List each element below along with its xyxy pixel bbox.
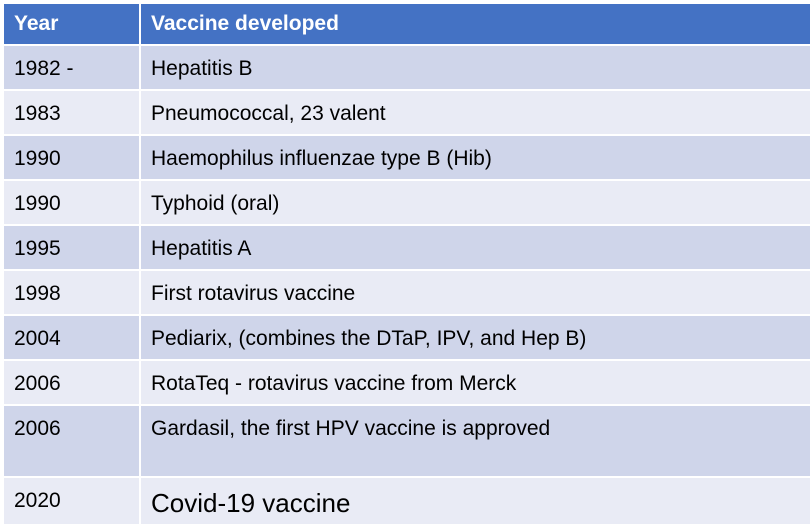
table-row: 1983 Pneumococcal, 23 valent — [4, 89, 810, 134]
table-row: 2006 Gardasil, the first HPV vaccine is … — [4, 404, 810, 476]
header-year: Year — [4, 4, 139, 44]
table-header-row: Year Vaccine developed — [4, 4, 810, 44]
year-cell: 1998 — [4, 271, 139, 314]
vaccine-cell: RotaTeq - rotavirus vaccine from Merck — [139, 361, 810, 404]
vaccine-cell: Gardasil, the first HPV vaccine is appro… — [139, 406, 810, 476]
vaccine-cell: Pediarix, (combines the DTaP, IPV, and H… — [139, 316, 810, 359]
year-cell: 2006 — [4, 361, 139, 404]
vaccine-cell: Pneumococcal, 23 valent — [139, 91, 810, 134]
header-vaccine: Vaccine developed — [139, 4, 810, 44]
vaccine-cell: Hepatitis A — [139, 226, 810, 269]
year-cell: 1990 — [4, 181, 139, 224]
year-cell: 1990 — [4, 136, 139, 179]
year-cell: 2004 — [4, 316, 139, 359]
table-row: 2006 RotaTeq - rotavirus vaccine from Me… — [4, 359, 810, 404]
table-row: 2004 Pediarix, (combines the DTaP, IPV, … — [4, 314, 810, 359]
table-row: 1998 First rotavirus vaccine — [4, 269, 810, 314]
vaccine-cell: First rotavirus vaccine — [139, 271, 810, 314]
table-row: 1995 Hepatitis A — [4, 224, 810, 269]
year-cell: 2020 — [4, 478, 139, 524]
table-row: 1982 - Hepatitis B — [4, 44, 810, 89]
vaccine-cell: Typhoid (oral) — [139, 181, 810, 224]
table-row: 1990 Haemophilus influenzae type B (Hib) — [4, 134, 810, 179]
vaccine-cell: Covid-19 vaccine — [139, 478, 810, 524]
vaccine-cell: Hepatitis B — [139, 46, 810, 89]
year-cell: 1983 — [4, 91, 139, 134]
vaccine-table: Year Vaccine developed 1982 - Hepatitis … — [4, 4, 810, 524]
table-row: 2020 Covid-19 vaccine — [4, 476, 810, 524]
vaccine-cell: Haemophilus influenzae type B (Hib) — [139, 136, 810, 179]
table-row: 1990 Typhoid (oral) — [4, 179, 810, 224]
year-cell: 1995 — [4, 226, 139, 269]
year-cell: 2006 — [4, 406, 139, 476]
year-cell: 1982 - — [4, 46, 139, 89]
